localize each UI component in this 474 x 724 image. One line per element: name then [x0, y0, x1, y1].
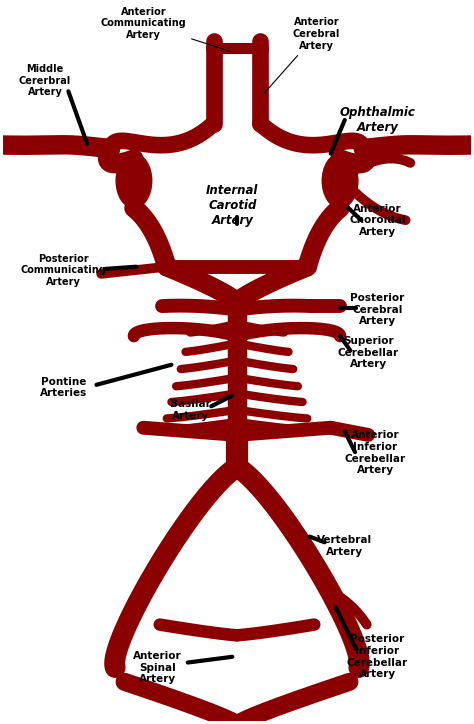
Text: Internal
Carotid
Artery: Internal Carotid Artery [206, 185, 258, 227]
Text: Ophthalmic
Artery: Ophthalmic Artery [339, 106, 416, 134]
Text: Middle
Cererbral
Artery: Middle Cererbral Artery [19, 64, 71, 97]
Text: Anterior
Communicating
Artery: Anterior Communicating Artery [100, 7, 230, 51]
Text: Anterior
Inferior
Cerebellar
Artery: Anterior Inferior Cerebellar Artery [345, 430, 406, 475]
Text: Posterior
Inferior
Cerebellar
Artery: Posterior Inferior Cerebellar Artery [347, 634, 408, 679]
Text: Superior
Cerebellar
Artery: Superior Cerebellar Artery [337, 336, 399, 369]
Text: Posterior
Communicating
Artery: Posterior Communicating Artery [21, 253, 107, 287]
Text: Anterior
Spinal
Artery: Anterior Spinal Artery [133, 651, 182, 684]
Circle shape [116, 153, 152, 208]
Text: Anterior
Choroidal
Artery: Anterior Choroidal Artery [349, 203, 406, 237]
Text: Pontine
Arteries: Pontine Arteries [40, 377, 87, 398]
Text: Vertebral
Artery: Vertebral Artery [317, 535, 372, 557]
Text: Posterior
Cerebral
Artery: Posterior Cerebral Artery [350, 293, 405, 327]
Circle shape [322, 153, 358, 208]
Text: Basilar
Artery: Basilar Artery [170, 399, 210, 421]
Text: Anterior
Cerebral
Artery: Anterior Cerebral Artery [264, 17, 340, 93]
